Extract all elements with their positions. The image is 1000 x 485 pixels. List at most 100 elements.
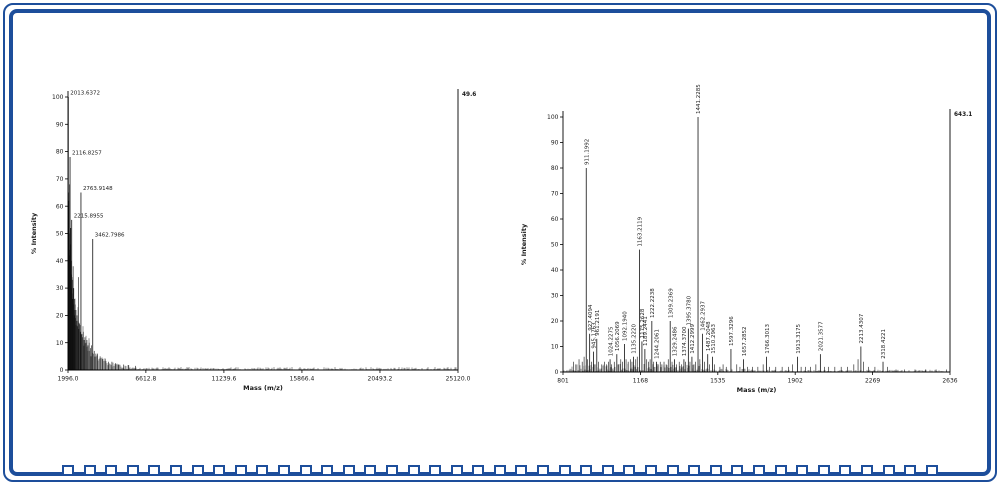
svg-text:80: 80	[551, 165, 559, 172]
ornament-square	[385, 465, 398, 476]
ornament-square	[148, 465, 161, 476]
ornament-square	[925, 465, 938, 476]
svg-text:2636: 2636	[942, 378, 957, 385]
svg-text:20493.2: 20493.2	[368, 376, 393, 383]
ornament-square	[450, 465, 463, 476]
ornament-square	[688, 465, 701, 476]
svg-text:643.1: 643.1	[954, 112, 972, 118]
svg-text:2269: 2269	[865, 378, 880, 385]
svg-text:1996.0: 1996.0	[58, 376, 79, 383]
ornament-square	[169, 465, 182, 476]
ornament-square	[83, 465, 96, 476]
svg-text:1902: 1902	[788, 378, 803, 385]
svg-text:1395.3780: 1395.3780	[687, 295, 693, 325]
ornament-square	[580, 465, 593, 476]
ornament-square	[493, 465, 506, 476]
left-mass-spectrum-chart: 2013.6372 2116.8257 2215.8955 2763.9148 3462…	[30, 89, 476, 392]
ornament-square	[342, 465, 355, 476]
ornament-square	[213, 465, 226, 476]
ornament-square	[277, 465, 290, 476]
svg-text:1510.2963: 1510.2963	[711, 323, 717, 353]
svg-text:1535: 1535	[710, 378, 725, 385]
svg-text:20: 20	[56, 313, 64, 320]
ornament-square	[666, 465, 679, 476]
svg-text:2013.6372: 2013.6372	[70, 91, 100, 97]
ornament-square	[817, 465, 830, 476]
svg-text:70: 70	[56, 176, 64, 183]
svg-text:2763.9148: 2763.9148	[83, 186, 113, 192]
svg-text:1309.2369: 1309.2369	[668, 288, 674, 318]
svg-text:Mass (m/z): Mass (m/z)	[737, 386, 777, 394]
svg-text:1024.2275: 1024.2275	[608, 326, 614, 356]
svg-text:50: 50	[551, 242, 559, 249]
svg-text:30: 30	[551, 293, 559, 300]
ornament-square	[234, 465, 247, 476]
ornament-square	[321, 465, 334, 476]
svg-text:1329.2486: 1329.2486	[673, 326, 679, 356]
svg-text:11239.6: 11239.6	[211, 376, 236, 383]
svg-text:10: 10	[56, 340, 64, 347]
ornament-square	[645, 465, 658, 476]
ornament-square	[515, 465, 528, 476]
svg-text:20: 20	[551, 318, 559, 325]
svg-text:2213.4307: 2213.4307	[859, 313, 865, 343]
ornament-square	[882, 465, 895, 476]
svg-text:1092.1940: 1092.1940	[623, 311, 629, 341]
svg-text:100: 100	[52, 94, 64, 101]
svg-text:30: 30	[56, 285, 64, 292]
ornament-square	[601, 465, 614, 476]
bottom-border-ornament	[62, 464, 938, 477]
svg-text:1441.2285: 1441.2285	[696, 84, 702, 114]
svg-text:1175.2628: 1175.2628	[640, 308, 646, 338]
svg-text:90: 90	[551, 140, 559, 147]
svg-text:25120.0: 25120.0	[446, 376, 471, 383]
svg-text:0: 0	[60, 367, 64, 374]
svg-text:100: 100	[547, 114, 559, 121]
ornament-square	[256, 465, 269, 476]
svg-text:1244.2061: 1244.2061	[655, 329, 661, 359]
ornament-square	[429, 465, 442, 476]
svg-text:1657.2852: 1657.2852	[742, 327, 748, 357]
svg-text:40: 40	[551, 267, 559, 274]
ornament-square	[709, 465, 722, 476]
svg-text:1163.2119: 1163.2119	[638, 216, 644, 246]
svg-text:6612.8: 6612.8	[135, 376, 156, 383]
ornament-square	[796, 465, 809, 476]
ornament-square	[537, 465, 550, 476]
svg-text:961.2191: 961.2191	[595, 310, 601, 336]
svg-text:1412.2999: 1412.2999	[690, 323, 696, 353]
ornament-square	[860, 465, 873, 476]
svg-text:49.6: 49.6	[462, 92, 476, 98]
ornament-square	[407, 465, 420, 476]
ornament-square	[904, 465, 917, 476]
ornament-square	[105, 465, 118, 476]
svg-text:50: 50	[56, 231, 64, 238]
svg-text:15866.4: 15866.4	[290, 376, 315, 383]
ornament-square	[839, 465, 852, 476]
svg-text:Mass (m/z): Mass (m/z)	[243, 384, 283, 392]
svg-text:2318.4221: 2318.4221	[881, 329, 887, 359]
svg-text:90: 90	[56, 121, 64, 128]
ornament-square	[623, 465, 636, 476]
svg-text:2116.8257: 2116.8257	[72, 151, 102, 157]
svg-text:60: 60	[551, 216, 559, 223]
svg-text:60: 60	[56, 203, 64, 210]
ornament-square	[364, 465, 377, 476]
svg-text:945.1763: 945.1763	[592, 322, 598, 349]
svg-text:2021.3577: 2021.3577	[819, 321, 825, 351]
svg-text:1056.2069: 1056.2069	[615, 321, 621, 351]
svg-text:1135.2220: 1135.2220	[632, 323, 638, 353]
svg-text:1189.2441: 1189.2441	[643, 316, 649, 346]
ornament-square	[299, 465, 312, 476]
svg-text:0: 0	[555, 369, 559, 376]
svg-text:1168: 1168	[633, 378, 648, 385]
ornament-square	[62, 465, 74, 476]
ornament-square	[472, 465, 485, 476]
ornament-square	[126, 465, 139, 476]
svg-text:927.4094: 927.4094	[588, 304, 594, 331]
svg-text:1374.3700: 1374.3700	[682, 326, 688, 356]
svg-text:3462.7986: 3462.7986	[95, 232, 125, 238]
svg-text:801: 801	[557, 378, 569, 385]
